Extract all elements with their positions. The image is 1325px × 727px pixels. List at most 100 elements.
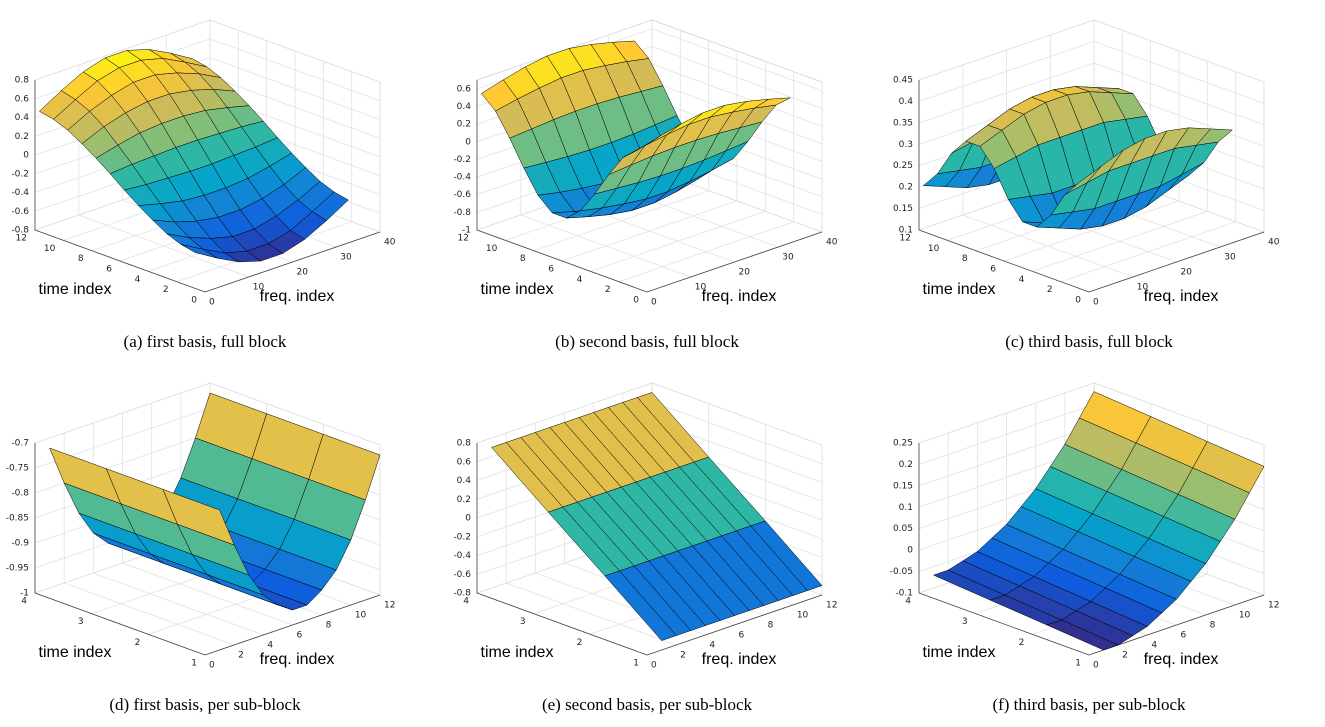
x-tick-label: 20 — [739, 268, 751, 278]
y-tick-label: 8 — [520, 254, 526, 264]
z-tick-label: -0.2 — [11, 169, 29, 179]
z-tick-label: -0.95 — [6, 564, 29, 574]
x-axis-label: freq. index — [260, 288, 335, 305]
z-tick-label: -0.8 — [453, 208, 471, 218]
surface-face — [622, 136, 660, 158]
x-tick-label: 4 — [709, 641, 715, 651]
z-tick-label: 0.6 — [457, 84, 472, 94]
y-tick-label: 4 — [905, 597, 911, 607]
axis-line — [34, 80, 381, 293]
z-tick-label: 0.4 — [899, 97, 914, 107]
x-tick-label: 20 — [1181, 268, 1193, 278]
z-tick-label: -0.2 — [453, 155, 471, 165]
x-axis-label: freq. index — [1144, 288, 1219, 305]
y-tick-label: 3 — [962, 617, 968, 627]
axis-line — [476, 443, 823, 656]
y-tick-label: 6 — [548, 265, 554, 275]
y-tick-label: 6 — [990, 265, 996, 275]
y-tick-label: 2 — [163, 285, 169, 295]
y-tick-label: 2 — [605, 285, 611, 295]
x-axis-label: freq. index — [702, 288, 777, 305]
x-tick-label: 6 — [1181, 631, 1187, 641]
y-tick-label: 3 — [78, 617, 84, 627]
grid-line — [918, 83, 1265, 147]
z-tick-label: 0.4 — [457, 476, 472, 486]
axis-line — [918, 443, 1265, 656]
y-tick-label: 4 — [463, 597, 469, 607]
z-tick-label: 0.15 — [893, 481, 913, 491]
y-tick-label: 0 — [1075, 296, 1081, 306]
z-tick-label: -0.9 — [11, 539, 29, 549]
x-tick-label: 10 — [253, 283, 265, 293]
y-axis-label: time index — [39, 281, 112, 298]
z-tick-label: -0.6 — [453, 190, 471, 200]
y-tick-label: 10 — [44, 244, 56, 254]
grid-line — [918, 19, 1265, 83]
y-tick-label: 3 — [520, 617, 526, 627]
caption: (d) first basis, per sub-block — [109, 695, 301, 714]
caption: (a) first basis, full block — [124, 332, 287, 351]
z-tick-label: -0.4 — [453, 551, 471, 561]
surface-face — [1064, 166, 1102, 195]
z-tick-label: 0.3 — [899, 140, 913, 150]
x-tick-label: 0 — [1093, 661, 1099, 671]
x-tick-label: 10 — [355, 611, 367, 621]
x-tick-label: 30 — [340, 253, 352, 263]
z-tick-label: 0.25 — [893, 439, 913, 449]
z-tick-label: -0.05 — [890, 567, 913, 577]
z-tick-label: 0 — [465, 137, 471, 147]
x-tick-label: 0 — [1093, 298, 1099, 308]
surface-face — [180, 244, 218, 259]
x-tick-label: 0 — [651, 661, 657, 671]
z-tick-label: -0.7 — [11, 439, 29, 449]
axis-line — [34, 443, 381, 656]
y-tick-label: 0 — [191, 296, 197, 306]
x-tick-label: 0 — [209, 661, 215, 671]
z-tick-label: 0.2 — [457, 120, 471, 130]
z-tick-label: -0.6 — [453, 570, 471, 580]
x-tick-label: 0 — [651, 298, 657, 308]
y-tick-label: 4 — [577, 275, 583, 285]
x-tick-label: 10 — [1137, 283, 1149, 293]
z-tick-label: -0.1 — [895, 589, 913, 599]
y-tick-label: 8 — [78, 254, 84, 264]
y-axis-label: time index — [481, 644, 554, 661]
z-tick-label: -0.4 — [453, 173, 471, 183]
y-tick-label: 4 — [135, 275, 141, 285]
grid-line — [918, 40, 1265, 104]
x-tick-label: 12 — [384, 601, 395, 611]
y-tick-label: 12 — [900, 234, 911, 244]
x-tick-label: 10 — [695, 283, 707, 293]
x-axis-label: freq. index — [702, 651, 777, 668]
x-tick-label: 6 — [297, 631, 303, 641]
x-tick-label: 40 — [826, 238, 838, 248]
x-tick-label: 20 — [297, 268, 309, 278]
grid-line — [34, 382, 381, 446]
z-tick-label: -1 — [20, 589, 29, 599]
caption: (e) second basis, per sub-block — [542, 695, 753, 714]
surface-face — [1046, 619, 1119, 651]
z-tick-label: -0.75 — [6, 464, 29, 474]
caption: (f) third basis, per sub-block — [992, 695, 1186, 714]
x-tick-label: 12 — [1268, 601, 1279, 611]
x-tick-label: 12 — [826, 601, 837, 611]
x-tick-label: 2 — [680, 651, 686, 661]
y-tick-label: 10 — [928, 244, 940, 254]
grid-line — [476, 382, 823, 446]
z-tick-label: 0.8 — [15, 76, 30, 86]
z-tick-label: 0.1 — [899, 503, 913, 513]
y-tick-label: 1 — [633, 659, 639, 669]
x-tick-label: 8 — [1210, 621, 1216, 631]
y-tick-label: 0 — [633, 296, 639, 306]
z-tick-label: 0.25 — [893, 161, 913, 171]
z-tick-label: -0.2 — [453, 532, 471, 542]
z-tick-label: -0.8 — [11, 226, 29, 236]
surface-face — [162, 489, 235, 546]
y-tick-label: 1 — [1075, 659, 1081, 669]
z-tick-label: -0.8 — [453, 589, 471, 599]
x-tick-label: 4 — [1151, 641, 1157, 651]
y-tick-label: 4 — [21, 597, 27, 607]
y-axis-label: time index — [923, 281, 996, 298]
y-tick-label: 1 — [191, 659, 197, 669]
